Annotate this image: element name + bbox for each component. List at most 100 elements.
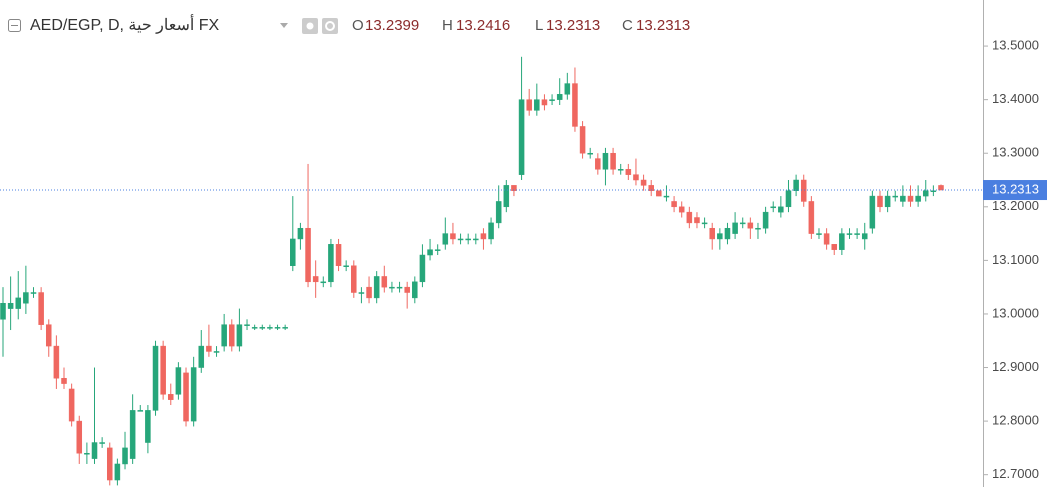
- candle-body: [495, 201, 502, 224]
- candle-body: [106, 447, 113, 481]
- candle-body: [358, 292, 365, 294]
- candle-body: [579, 126, 586, 154]
- candle-body: [15, 297, 22, 309]
- ohlc-label: L: [535, 17, 543, 34]
- candle-body: [168, 394, 174, 400]
- candle-body: [900, 195, 906, 202]
- candle-body: [473, 238, 479, 241]
- candle-body: [938, 185, 944, 191]
- candle-body: [915, 195, 921, 202]
- candle-body: [129, 410, 136, 459]
- candle-body: [739, 222, 746, 225]
- candle-body: [23, 292, 29, 304]
- candle-body: [892, 195, 899, 198]
- candle-body: [84, 452, 90, 455]
- candle-body: [861, 233, 868, 240]
- y-tick-label: 12.7000: [992, 466, 1039, 481]
- ohlc-label: O: [352, 17, 364, 34]
- candle-body: [602, 152, 609, 170]
- candle-body: [770, 206, 776, 209]
- candle-body: [648, 185, 654, 191]
- visibility-icon-eye: [306, 22, 314, 30]
- collapse-icon[interactable]: [8, 19, 21, 32]
- header-backdrop: [0, 8, 720, 44]
- candle-body: [465, 238, 471, 241]
- candle-body: [221, 324, 227, 347]
- candle-body: [419, 254, 426, 283]
- candle-body: [68, 388, 75, 422]
- candle-body: [450, 233, 456, 240]
- candle-body: [305, 227, 311, 283]
- chart-title: AED/EGP, D, أسعار حية FX: [30, 14, 220, 34]
- candle-body: [930, 190, 937, 192]
- candle-body: [274, 327, 281, 329]
- candle-body: [198, 345, 205, 368]
- candle-body: [785, 190, 792, 208]
- candle-body: [206, 345, 212, 352]
- candle-body: [290, 238, 296, 266]
- candle-body: [724, 227, 731, 240]
- candle-body: [381, 276, 388, 288]
- candle-body: [213, 351, 220, 353]
- ohlc-value: 13.2313: [636, 17, 690, 34]
- candle-body: [701, 222, 708, 225]
- candle-body: [351, 265, 357, 293]
- candle-body: [396, 286, 403, 289]
- candle-body: [518, 99, 525, 175]
- candle-body: [91, 442, 98, 459]
- candle-body: [556, 94, 563, 100]
- last-price-label: 13.2313: [992, 181, 1039, 196]
- y-tick-label: 13.0000: [992, 305, 1039, 320]
- candle-body: [53, 345, 60, 379]
- candle-body: [617, 169, 624, 171]
- candle-body: [587, 152, 593, 155]
- candle-body: [480, 233, 487, 240]
- settings-icon-gear: [325, 21, 335, 31]
- candle-body: [823, 233, 830, 245]
- candle-body: [526, 99, 532, 111]
- settings-icon[interactable]: [322, 18, 338, 34]
- candle-body: [846, 233, 853, 235]
- candle-body: [694, 217, 700, 224]
- dropdown-caret[interactable]: [280, 23, 288, 28]
- candle-body: [549, 99, 555, 101]
- candle-body: [114, 463, 121, 481]
- y-tick-label: 12.9000: [992, 359, 1039, 374]
- candle-body: [229, 324, 235, 347]
- candle-body: [457, 238, 464, 241]
- candle-body: [122, 447, 128, 465]
- candle-body: [312, 276, 319, 283]
- candle-body: [503, 185, 510, 208]
- y-tick-label: 13.1000: [992, 252, 1039, 267]
- candle-body: [0, 302, 6, 320]
- candle-body: [671, 201, 677, 208]
- candle-body: [442, 233, 449, 245]
- candle-body: [427, 249, 433, 256]
- candle-body: [678, 206, 685, 213]
- candle-body: [297, 227, 304, 240]
- candle-body: [366, 286, 372, 299]
- candle-body: [244, 324, 250, 326]
- candle-body: [793, 179, 799, 191]
- candle-body: [320, 281, 327, 284]
- candle-body: [488, 222, 494, 240]
- candle-body: [732, 222, 738, 234]
- y-tick-label: 13.5000: [992, 38, 1039, 53]
- candle-body: [412, 281, 418, 299]
- candle-body: [572, 83, 578, 127]
- candle-body: [808, 201, 815, 234]
- candle-body: [534, 99, 540, 111]
- candle-body: [541, 99, 548, 106]
- candle-body: [282, 327, 288, 329]
- candle-body: [877, 195, 883, 208]
- candle-body: [656, 190, 662, 197]
- candle-body: [76, 420, 83, 454]
- candle-body: [625, 169, 632, 175]
- candle-body: [99, 442, 105, 444]
- candle-body: [686, 211, 693, 224]
- candle-body: [404, 286, 410, 293]
- candle-body: [854, 233, 860, 235]
- ohlc-value: 13.2416: [456, 17, 510, 34]
- candle-body: [145, 410, 151, 443]
